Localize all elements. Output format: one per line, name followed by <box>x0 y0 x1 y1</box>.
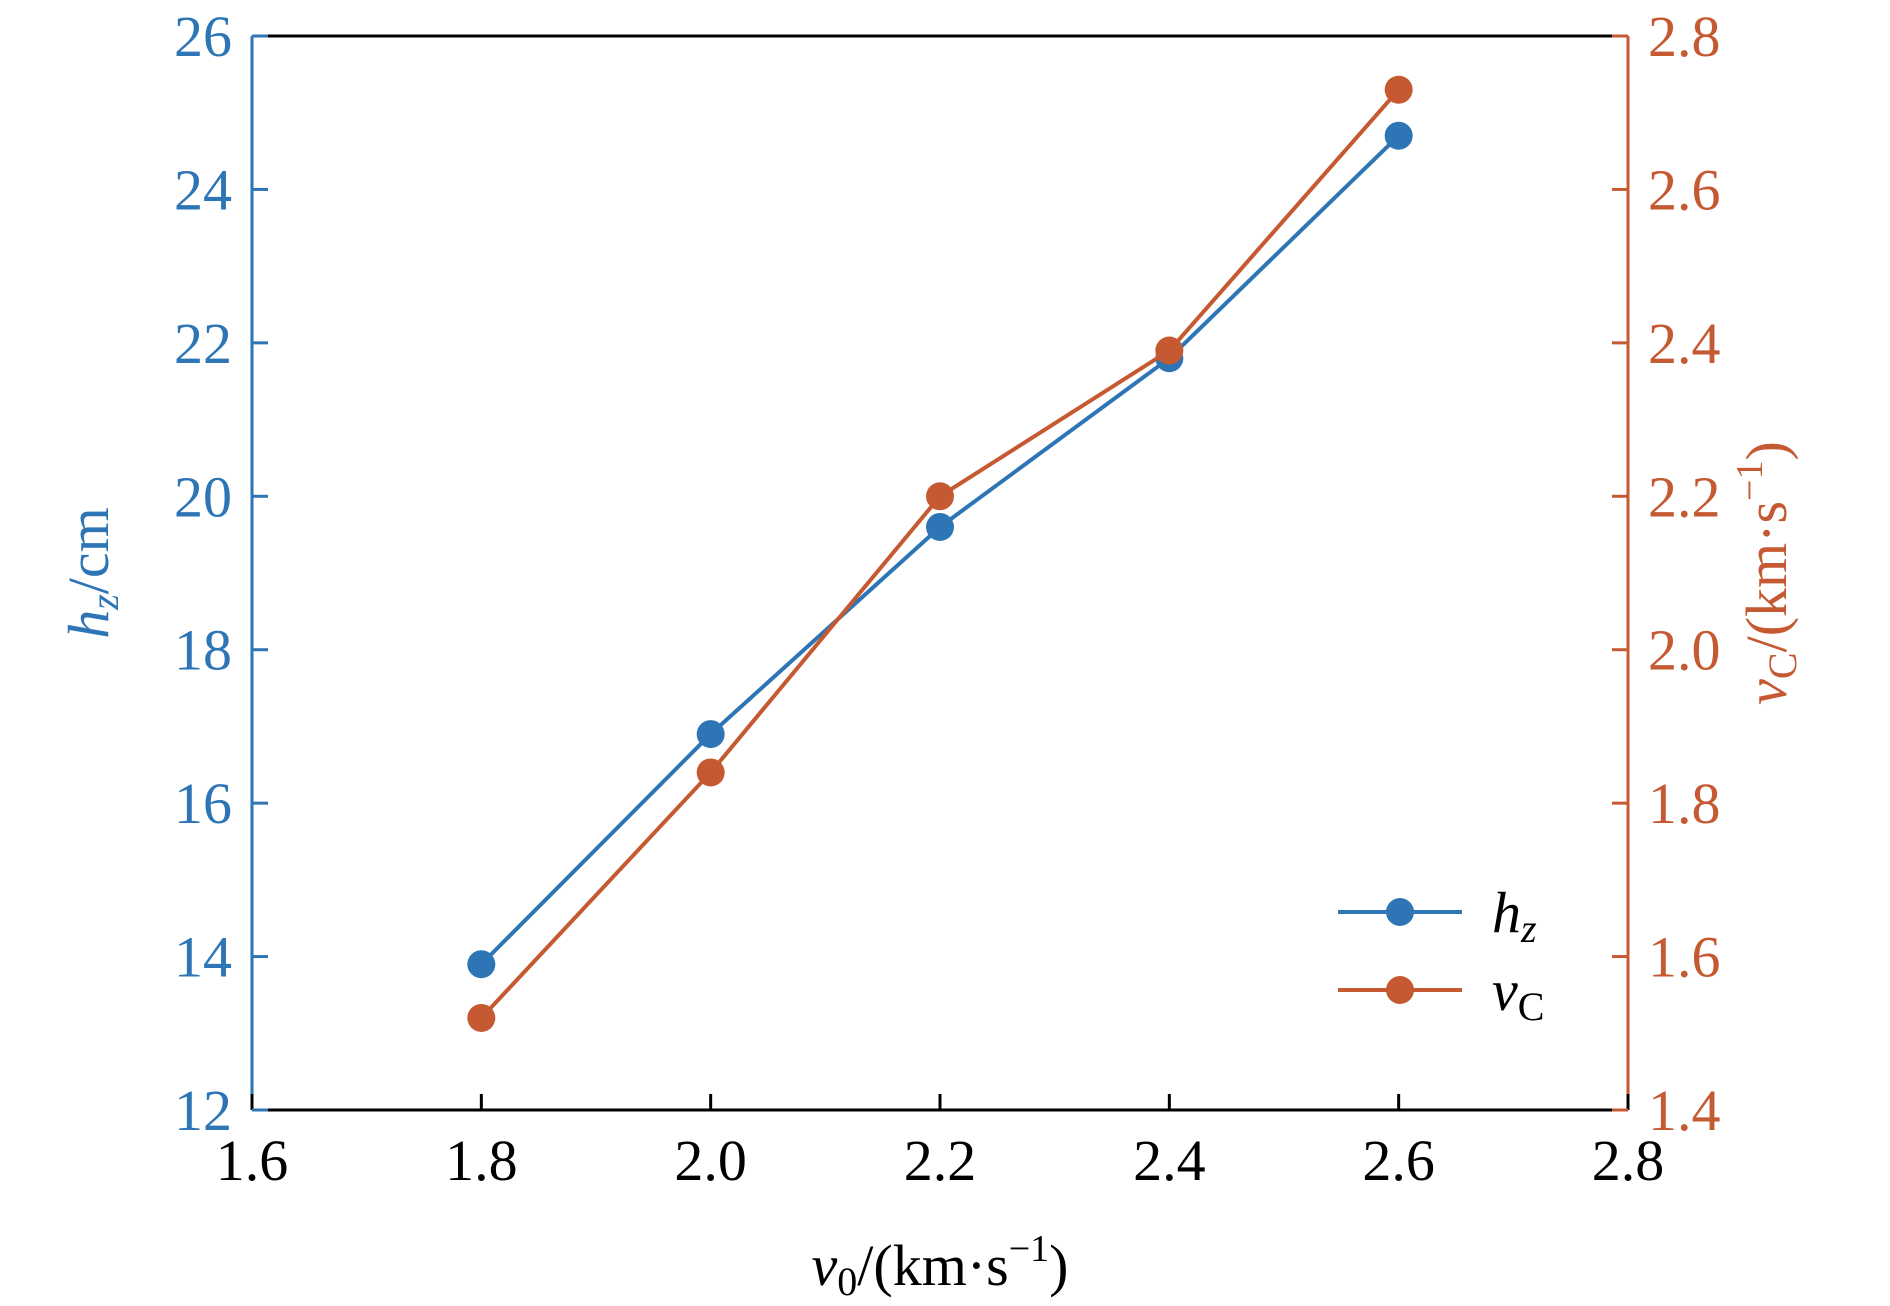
series-point-vC <box>696 758 725 787</box>
left-y-tick-label: 12 <box>174 1078 232 1143</box>
x-tick-label: 2.8 <box>1592 1128 1665 1193</box>
right-y-tick-label: 1.8 <box>1648 771 1721 836</box>
right-y-tick-label: 2.0 <box>1648 618 1721 683</box>
left-y-axis-label: hz/cm <box>56 507 127 639</box>
legend-swatch-hz-marker <box>1386 898 1414 926</box>
left-y-axis-ticks: 12 14 16 18 20 22 24 26 <box>174 4 268 1143</box>
series-point-hz <box>467 950 496 979</box>
x-tick-label: 1.6 <box>216 1128 289 1193</box>
left-y-tick-label: 16 <box>174 771 232 836</box>
right-y-tick-label: 2.8 <box>1648 4 1721 69</box>
series-point-hz <box>696 720 725 749</box>
left-y-tick-label: 22 <box>174 311 232 376</box>
x-axis-ticks: 1.6 1.8 2.0 2.2 2.4 2.6 2.8 <box>216 1094 1665 1193</box>
left-y-tick-label: 14 <box>174 925 232 990</box>
x-tick-label: 1.8 <box>445 1128 518 1193</box>
series-point-vC <box>467 1003 496 1032</box>
series-line-vC <box>479 88 1401 1020</box>
series-point-vC <box>1384 75 1413 104</box>
legend-label-vc: vC <box>1492 958 1544 1029</box>
legend-label-hz: hz <box>1492 880 1537 951</box>
series-layer <box>467 75 1413 1032</box>
left-y-tick-label: 18 <box>174 618 232 683</box>
right-y-tick-label: 2.4 <box>1648 311 1721 376</box>
series-line-hz <box>479 134 1401 966</box>
left-y-tick-label: 26 <box>174 4 232 69</box>
legend: hz vC <box>1338 880 1544 1029</box>
x-tick-label: 2.6 <box>1362 1128 1435 1193</box>
right-y-tick-label: 2.6 <box>1648 157 1721 222</box>
series-point-vC <box>1155 336 1184 365</box>
right-y-axis-label: vC/(km·s−1) <box>1729 441 1805 705</box>
left-y-tick-label: 24 <box>174 157 232 222</box>
series-point-vC <box>926 482 954 511</box>
left-y-tick-label: 20 <box>174 464 232 529</box>
legend-swatch-vc-marker <box>1386 976 1414 1004</box>
right-y-tick-label: 1.6 <box>1648 925 1721 990</box>
right-y-axis-ticks: 1.4 1.6 1.8 2.0 2.2 2.4 2.6 2.8 <box>1612 4 1721 1143</box>
x-tick-label: 2.4 <box>1133 1128 1206 1193</box>
x-tick-label: 2.2 <box>904 1128 977 1193</box>
x-axis-label: v0/(km·s−1) <box>812 1228 1069 1304</box>
series-point-hz <box>926 512 954 541</box>
right-y-tick-label: 2.2 <box>1648 464 1721 529</box>
right-y-tick-label: 1.4 <box>1648 1078 1721 1143</box>
series-point-hz <box>1384 121 1413 150</box>
x-tick-label: 2.0 <box>674 1128 747 1193</box>
